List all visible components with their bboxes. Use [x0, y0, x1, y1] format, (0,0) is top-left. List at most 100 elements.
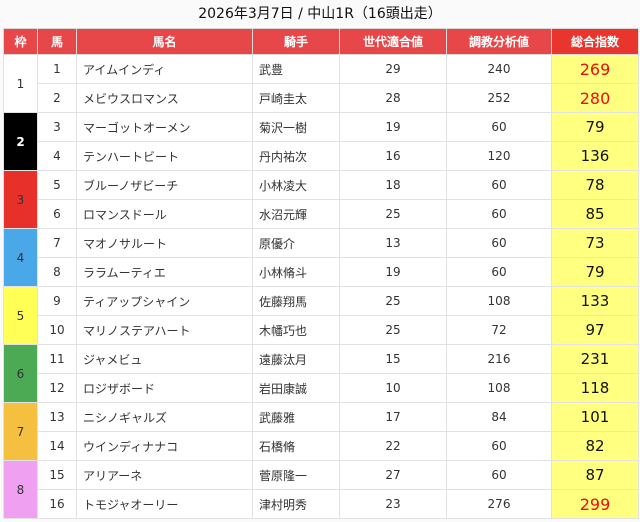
- horse-number: 15: [37, 460, 77, 490]
- jockey-name: 菅原隆一: [252, 460, 340, 490]
- total-index-value: 79: [551, 257, 639, 287]
- horse-name: メビウスロマンス: [76, 83, 253, 113]
- generation-fit-value: 10: [339, 373, 447, 403]
- horse-name: ブルーノザビーチ: [76, 170, 253, 200]
- total-index-value: 78: [551, 170, 639, 200]
- horse-number: 8: [37, 257, 77, 287]
- training-analysis-value: 276: [446, 489, 552, 519]
- header-total-index: 総合指数: [551, 28, 639, 55]
- total-index-value: 133: [551, 286, 639, 316]
- horse-number: 12: [37, 373, 77, 403]
- jockey-name: 遠藤汰月: [252, 344, 340, 374]
- frame-cell: 6: [3, 344, 38, 403]
- header-generation-fit: 世代適合値: [339, 28, 447, 55]
- generation-fit-value: 27: [339, 460, 447, 490]
- jockey-name: 石橋脩: [252, 431, 340, 461]
- table-row: 2 3 マーゴットオーメン 菊沢一樹 19 60 79: [3, 112, 639, 171]
- jockey-name: 丹内祐次: [252, 141, 340, 171]
- jockey-name: 佐藤翔馬: [252, 286, 340, 316]
- jockey-name: 水沼元輝: [252, 199, 340, 229]
- jockey-name: 小林脩斗: [252, 257, 340, 287]
- frame-cell: 8: [3, 460, 38, 519]
- horse-name: テンハートビート: [76, 141, 253, 171]
- table-row: 7 13 ニシノギャルズ 武藤雅 17 84 101: [3, 402, 639, 461]
- training-analysis-value: 60: [446, 112, 552, 142]
- total-index-value: 87: [551, 460, 639, 490]
- frame-cell: 2: [3, 112, 38, 171]
- horse-number: 5: [37, 170, 77, 200]
- table-row: 6 11 ジャメビュ 遠藤汰月 15 216 231: [3, 344, 639, 403]
- table-row: 2 メビウスロマンス 戸崎圭太 28 252 280: [4, 83, 639, 113]
- total-index-value: 231: [551, 344, 639, 374]
- training-analysis-value: 60: [446, 170, 552, 200]
- header-horse-name: 馬名: [76, 28, 253, 55]
- horse-number: 7: [37, 228, 77, 258]
- training-analysis-value: 60: [446, 228, 552, 258]
- generation-fit-value: 19: [339, 112, 447, 142]
- horse-name: マーゴットオーメン: [76, 112, 253, 142]
- training-analysis-value: 120: [446, 141, 552, 171]
- total-index-value: 136: [551, 141, 639, 171]
- generation-fit-value: 25: [339, 315, 447, 345]
- race-title: 2026年3月7日 / 中山1R（16頭出走）: [198, 6, 442, 22]
- frame-cell: 4: [3, 228, 38, 287]
- table-header-row: 枠 馬 馬名 騎手 世代適合値 調教分析値 総合指数: [3, 28, 639, 55]
- total-index-value: 280: [551, 83, 639, 113]
- horse-number: 4: [37, 141, 77, 171]
- training-analysis-value: 216: [446, 344, 552, 374]
- horse-number: 2: [37, 83, 77, 113]
- training-analysis-value: 60: [446, 431, 552, 461]
- total-index-value: 97: [551, 315, 639, 345]
- horse-name: ジャメビュ: [76, 344, 253, 374]
- horse-name: マリノステアハート: [76, 315, 253, 345]
- total-index-value: 299: [551, 489, 639, 519]
- generation-fit-value: 15: [339, 344, 447, 374]
- generation-fit-value: 25: [339, 286, 447, 316]
- generation-fit-value: 22: [339, 431, 447, 461]
- horse-name: ロマンスドール: [76, 199, 253, 229]
- frame-cell: 3: [3, 170, 38, 229]
- table-row: 6 ロマンスドール 水沼元輝 25 60 85: [4, 199, 639, 229]
- horse-number: 9: [37, 286, 77, 316]
- horse-number: 11: [37, 344, 77, 374]
- jockey-name: 岩田康誠: [252, 373, 340, 403]
- horse-number: 16: [37, 489, 77, 519]
- jockey-name: 木幡巧也: [252, 315, 340, 345]
- horse-number: 3: [37, 112, 77, 142]
- training-analysis-value: 240: [446, 54, 552, 84]
- frame-cell: 1: [3, 54, 38, 113]
- header-jockey: 騎手: [252, 28, 340, 55]
- horse-name: マオノサルート: [76, 228, 253, 258]
- horse-number: 13: [37, 402, 77, 432]
- header-number: 馬: [37, 28, 77, 55]
- table-row: 3 5 ブルーノザビーチ 小林凌大 18 60 78: [3, 170, 639, 229]
- horse-number: 1: [37, 54, 77, 84]
- generation-fit-value: 25: [339, 199, 447, 229]
- table-row: 5 9 ティアップシャイン 佐藤翔馬 25 108 133: [3, 286, 639, 345]
- total-index-value: 269: [551, 54, 639, 84]
- horse-number: 10: [37, 315, 77, 345]
- horse-name: ニシノギャルズ: [76, 402, 253, 432]
- total-index-value: 101: [551, 402, 639, 432]
- training-analysis-value: 60: [446, 199, 552, 229]
- jockey-name: 戸崎圭太: [252, 83, 340, 113]
- race-index-table: 枠 馬 馬名 騎手 世代適合値 調教分析値 総合指数 1 1 アイムインディ 武豊 29…: [3, 28, 639, 519]
- header-frame: 枠: [3, 28, 38, 55]
- generation-fit-value: 17: [339, 402, 447, 432]
- table-row: 1 1 アイムインディ 武豊 29 240 269: [3, 54, 639, 113]
- horse-name: ロジザボード: [76, 373, 253, 403]
- training-analysis-value: 252: [446, 83, 552, 113]
- horse-name: ウインディナナコ: [76, 431, 253, 461]
- table-row: 4 7 マオノサルート 原優介 13 60 73: [3, 228, 639, 287]
- table-row: 12 ロジザボード 岩田康誠 10 108 118: [4, 373, 639, 403]
- jockey-name: 菊沢一樹: [252, 112, 340, 142]
- total-index-value: 118: [551, 373, 639, 403]
- generation-fit-value: 19: [339, 257, 447, 287]
- generation-fit-value: 28: [339, 83, 447, 113]
- table-row: 16 トモジャオーリー 津村明秀 23 276 299: [4, 489, 639, 519]
- jockey-name: 津村明秀: [252, 489, 340, 519]
- table-row: 8 ララムーティエ 小林脩斗 19 60 79: [4, 257, 639, 287]
- total-index-value: 73: [551, 228, 639, 258]
- jockey-name: 武豊: [252, 54, 340, 84]
- frame-cell: 5: [3, 286, 38, 345]
